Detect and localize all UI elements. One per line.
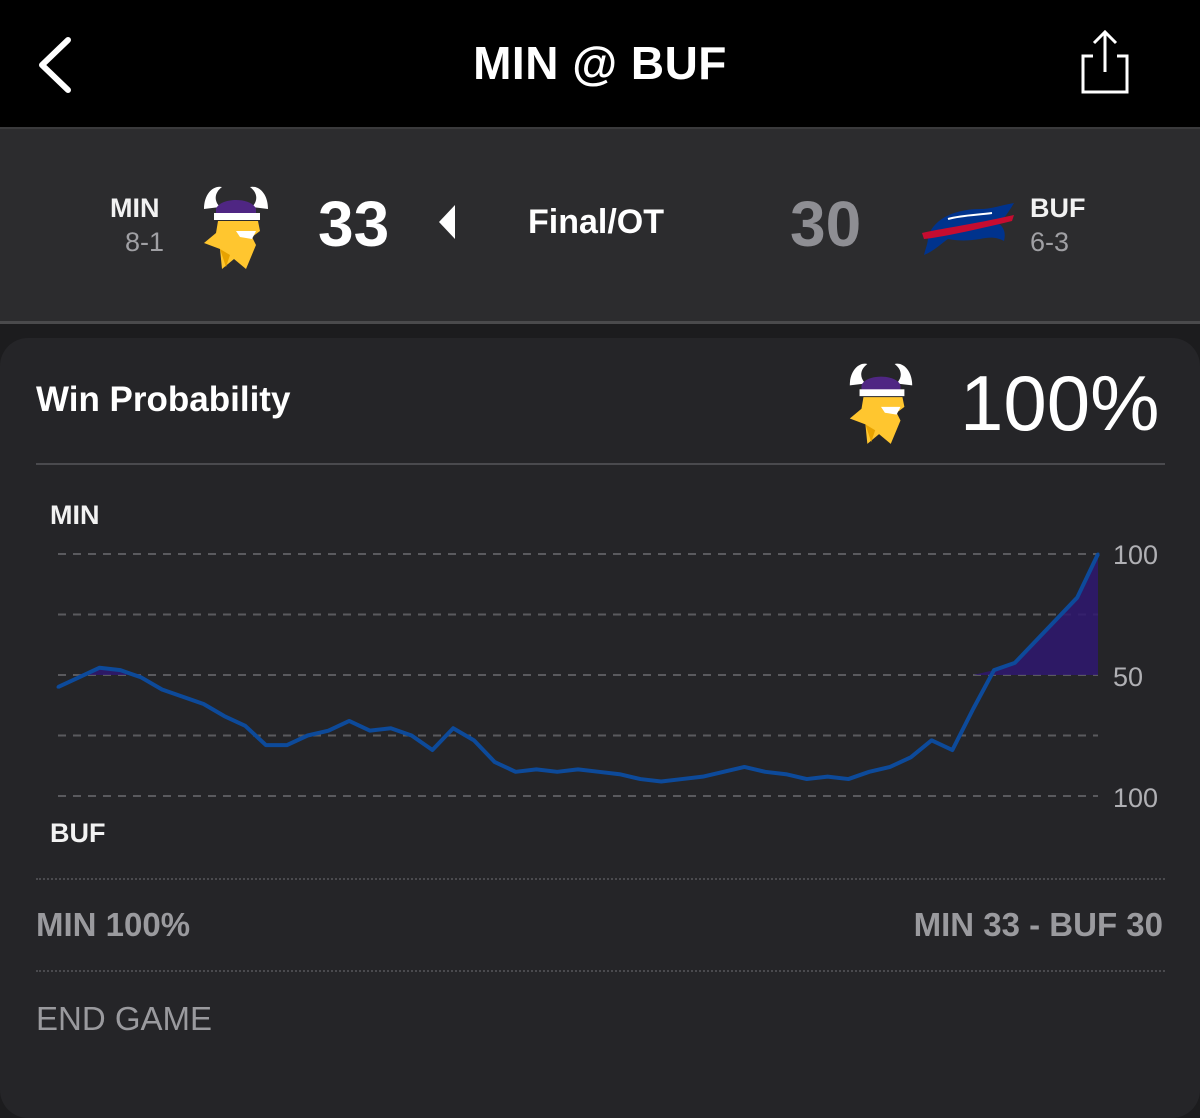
share-button[interactable] xyxy=(1075,26,1135,98)
chart-point xyxy=(950,748,954,752)
chart-bottom-team-label: BUF xyxy=(50,818,106,848)
chart-point xyxy=(805,777,809,781)
chart-point xyxy=(930,738,934,742)
chart-point xyxy=(160,688,164,692)
chart-point xyxy=(285,743,289,747)
caret-left-icon xyxy=(439,205,455,239)
chart-point xyxy=(222,714,226,718)
section-title: Win Probability xyxy=(36,380,291,419)
chart-point xyxy=(722,770,726,774)
chart-point xyxy=(410,734,414,737)
chart-point xyxy=(992,668,996,672)
away-score: 33 xyxy=(318,188,390,260)
chart-point xyxy=(430,748,434,752)
home-team-abbr: BUF xyxy=(1030,193,1086,223)
chart-point xyxy=(181,695,185,699)
footer-divider xyxy=(36,970,1165,972)
chart-point xyxy=(139,675,143,679)
chart-series xyxy=(56,552,1100,784)
chart-point xyxy=(243,724,247,728)
chart-point xyxy=(202,702,206,706)
chart-point xyxy=(306,734,310,737)
chart-point xyxy=(56,685,60,689)
chart-point xyxy=(618,772,622,776)
chart-point xyxy=(451,726,455,730)
away-team-record: 8-1 xyxy=(125,227,165,257)
chart-point xyxy=(909,755,913,759)
chart-point xyxy=(701,775,705,779)
chart-point xyxy=(1013,661,1017,665)
vikings-logo xyxy=(849,363,913,444)
top-bar: MIN @ BUF xyxy=(0,0,1200,127)
chart-top-team-label: MIN xyxy=(50,500,100,530)
chart-point xyxy=(597,770,601,774)
chart-point xyxy=(742,765,746,769)
chart-point xyxy=(971,707,975,711)
chart-point xyxy=(555,770,559,774)
chart-point xyxy=(1096,552,1100,556)
chart-point xyxy=(534,767,538,771)
chart-point xyxy=(888,765,892,769)
chart-point xyxy=(659,779,663,783)
chart-series-line xyxy=(57,553,1100,784)
chart-point xyxy=(118,668,122,672)
play-score: MIN 33 - BUF 30 xyxy=(913,906,1163,943)
chart-point xyxy=(763,770,767,774)
play-win-probability: MIN 100% xyxy=(36,906,191,943)
vikings-logo xyxy=(204,186,268,269)
chart-point xyxy=(1075,596,1079,600)
bills-logo xyxy=(922,203,1014,255)
page-title: MIN @ BUF xyxy=(473,37,727,89)
y-tick-label: 50 xyxy=(1113,662,1144,692)
chevron-left-icon xyxy=(39,37,71,93)
away-team-abbr: MIN xyxy=(110,193,160,223)
chart-point xyxy=(368,729,372,733)
y-tick-label: 100 xyxy=(1113,783,1159,813)
win-probability-card xyxy=(0,338,1200,1118)
scoreboard[interactable]: MIN 8-1 33 Final/OT 30 BUF 6-3 xyxy=(0,129,1200,321)
home-team-record: 6-3 xyxy=(1030,227,1070,257)
chart-point xyxy=(826,775,830,779)
play-description: END GAME xyxy=(36,1000,213,1037)
chart-point xyxy=(638,777,642,781)
footer-divider xyxy=(36,878,1165,880)
chart-point xyxy=(493,760,497,764)
chart-point xyxy=(472,738,476,742)
scoreboard-divider xyxy=(0,321,1200,324)
chart-point xyxy=(326,729,330,733)
win-probability-value: 100% xyxy=(960,359,1160,447)
chart-point xyxy=(680,777,684,781)
chart-point xyxy=(1054,617,1058,621)
section-divider xyxy=(36,463,1165,465)
chart-point xyxy=(576,767,580,771)
chart-point xyxy=(1034,639,1038,643)
share-icon xyxy=(1081,29,1129,94)
chart-point xyxy=(514,770,518,774)
chart-point xyxy=(389,726,393,730)
y-tick-label: 100 xyxy=(1113,540,1159,570)
chart-point xyxy=(77,675,81,679)
chart-point xyxy=(784,772,788,776)
chart-point xyxy=(347,719,351,723)
chart-point xyxy=(98,666,102,670)
home-score: 30 xyxy=(790,188,862,260)
chart-point xyxy=(867,770,871,774)
chart-point xyxy=(264,743,268,747)
chart-point xyxy=(846,777,850,781)
top-bar-divider xyxy=(0,127,1200,129)
game-status: Final/OT xyxy=(528,203,664,241)
back-button[interactable] xyxy=(30,30,90,100)
